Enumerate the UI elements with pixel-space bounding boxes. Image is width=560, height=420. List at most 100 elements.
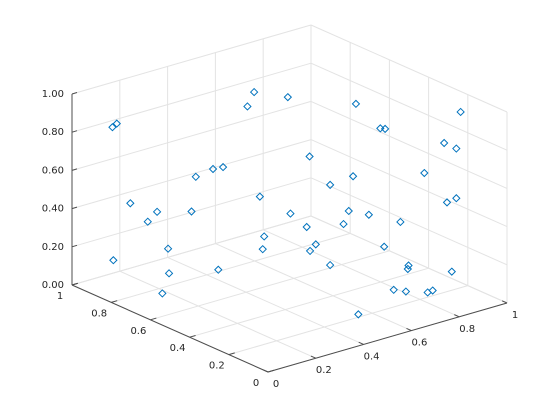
grid-line: [310, 100, 508, 189]
data-point: [302, 222, 311, 232]
x-tick-label: 0: [273, 379, 279, 390]
data-point: [396, 217, 405, 227]
z-tick-label: 0.00: [42, 280, 64, 291]
y-tick-label: 0.4: [170, 343, 186, 354]
data-point: [305, 246, 315, 256]
data-point: [187, 207, 196, 216]
data-point: [126, 199, 135, 208]
grid-line: [310, 24, 508, 113]
grid-line: [310, 139, 508, 228]
data-point: [420, 168, 429, 178]
data-point: [286, 209, 295, 218]
data-point: [452, 194, 461, 203]
data-point: [401, 287, 411, 296]
grid-line: [71, 139, 312, 210]
y-axis: [71, 284, 269, 373]
x-tick-label: 0.6: [411, 338, 427, 349]
data-point: [191, 172, 201, 182]
data-point: [447, 267, 456, 276]
x-tick: [262, 369, 269, 373]
grid-line: [310, 62, 508, 151]
x-tick-label: 0.4: [364, 351, 380, 362]
grid-line: [262, 229, 460, 318]
data-point: [364, 210, 374, 219]
grid-line: [189, 267, 429, 338]
data-point: [354, 310, 363, 319]
data-point: [258, 244, 267, 254]
x-axis: [267, 302, 508, 373]
data-point: [344, 206, 353, 216]
data-point: [143, 217, 152, 226]
data-point: [428, 286, 437, 295]
data-point: [325, 180, 335, 190]
x-tick: [454, 314, 460, 318]
data-point: [255, 192, 265, 201]
grid-line: [228, 285, 468, 356]
z-tick: [71, 92, 78, 95]
grid-line: [310, 177, 508, 266]
grid-line: [71, 215, 312, 286]
z-tick-label: 0.80: [42, 127, 64, 138]
data-point: [339, 219, 348, 229]
x-tick: [501, 300, 508, 304]
data-point: [208, 164, 218, 174]
x-tick-label: 1: [512, 310, 518, 321]
data-point: [380, 124, 390, 134]
data-point: [249, 87, 259, 97]
data-point: [158, 289, 167, 298]
data-point: [259, 232, 269, 241]
data-point: [351, 99, 361, 109]
grid-line: [150, 250, 390, 321]
z-tick: [71, 130, 78, 133]
y-tick-label: 0: [253, 378, 259, 389]
z-tick-label: 0.60: [42, 165, 64, 176]
x-tick-label: 0.8: [459, 324, 475, 335]
z-tick-label: 0.40: [42, 204, 64, 215]
data-point: [112, 119, 121, 128]
x-tick-label: 0.2: [316, 365, 332, 376]
grid-line: [71, 100, 312, 171]
grid-line: [215, 243, 412, 332]
z-tick: [71, 283, 78, 286]
x-tick: [406, 327, 412, 332]
data-point: [218, 162, 228, 172]
z-tick-label: 1.00: [42, 89, 64, 100]
data-point: [214, 265, 223, 274]
data-point: [348, 172, 358, 181]
data-point: [389, 285, 398, 295]
data-point: [108, 123, 117, 132]
y-tick-label: 1: [57, 291, 63, 302]
data-point: [403, 264, 413, 274]
data-point: [243, 102, 252, 111]
data-point: [456, 107, 465, 117]
y-tick-label: 0.8: [91, 308, 107, 319]
y-tick-label: 0.2: [209, 361, 225, 372]
y-tick: [228, 352, 235, 356]
data-point: [283, 92, 293, 102]
grid-line: [119, 270, 317, 359]
data-point: [311, 240, 320, 249]
y-tick-label: 0.6: [130, 326, 146, 337]
data-point: [163, 244, 173, 253]
y-tick: [150, 317, 157, 321]
data-point: [439, 138, 449, 148]
x-tick: [358, 341, 364, 345]
data-point: [109, 256, 118, 265]
data-point: [325, 260, 335, 270]
x-tick: [310, 355, 317, 359]
z-tick: [71, 206, 78, 210]
grid-line: [71, 177, 312, 248]
grid-line: [71, 62, 312, 133]
data-point: [305, 152, 314, 161]
grid-line: [310, 215, 508, 304]
z-tick: [71, 168, 78, 171]
grid-line: [71, 24, 312, 95]
y-tick: [189, 334, 196, 338]
data-point: [442, 198, 452, 207]
data-point: [164, 269, 174, 278]
z-tick-label: 0.20: [42, 242, 64, 253]
grid-line: [167, 256, 364, 345]
data-point: [404, 261, 413, 270]
y-tick: [267, 369, 275, 373]
